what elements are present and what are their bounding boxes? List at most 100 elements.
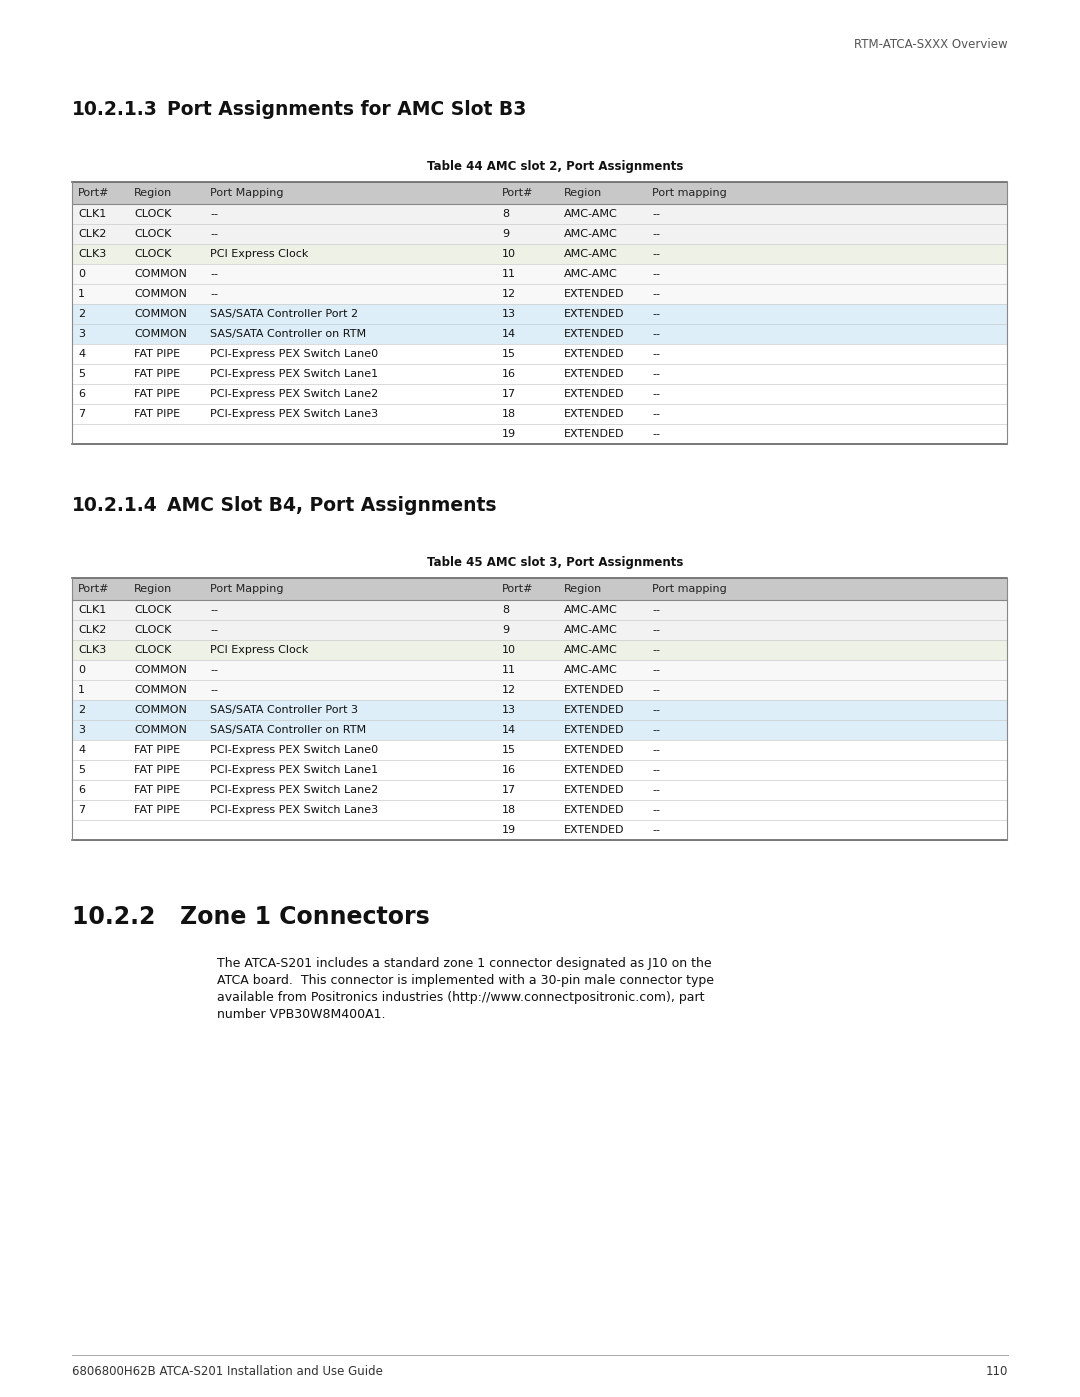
Text: Port#: Port# (78, 189, 109, 198)
Text: available from Positronics industries (http://www.connectpositronic.com), part: available from Positronics industries (h… (217, 990, 704, 1004)
Text: Port mapping: Port mapping (652, 584, 727, 594)
Bar (72, 344, 1007, 365)
Text: Port#: Port# (78, 584, 109, 594)
Text: 11: 11 (502, 270, 516, 279)
Text: EXTENDED: EXTENDED (564, 705, 624, 715)
Bar (72, 324, 1007, 344)
Text: FAT PIPE: FAT PIPE (134, 805, 180, 814)
Bar (72, 384, 1007, 404)
Text: --: -- (652, 826, 660, 835)
Text: 6: 6 (78, 388, 85, 400)
Text: COMMON: COMMON (134, 330, 187, 339)
Text: 19: 19 (502, 826, 516, 835)
Text: 1: 1 (78, 685, 85, 694)
Text: --: -- (210, 229, 218, 239)
Text: 10.2.1.3: 10.2.1.3 (72, 101, 158, 119)
Text: 18: 18 (502, 409, 516, 419)
Text: --: -- (210, 605, 218, 615)
Text: EXTENDED: EXTENDED (564, 429, 624, 439)
Text: --: -- (652, 330, 660, 339)
Text: 6806800H62B ATCA-S201 Installation and Use Guide: 6806800H62B ATCA-S201 Installation and U… (72, 1365, 383, 1377)
Bar (72, 740, 1007, 760)
Text: 4: 4 (78, 745, 85, 754)
Text: SAS/SATA Controller on RTM: SAS/SATA Controller on RTM (210, 725, 366, 735)
Text: FAT PIPE: FAT PIPE (134, 349, 180, 359)
Text: --: -- (210, 210, 218, 219)
Text: --: -- (652, 605, 660, 615)
Text: CLOCK: CLOCK (134, 210, 172, 219)
Text: Port#: Port# (502, 189, 534, 198)
Text: AMC-AMC: AMC-AMC (564, 270, 618, 279)
Text: --: -- (652, 229, 660, 239)
Text: 16: 16 (502, 766, 516, 775)
Text: 13: 13 (502, 705, 516, 715)
Text: EXTENDED: EXTENDED (564, 745, 624, 754)
Bar (72, 264, 1007, 284)
Text: CLK2: CLK2 (78, 624, 106, 636)
Text: COMMON: COMMON (134, 309, 187, 319)
Bar (72, 284, 1007, 305)
Bar (72, 365, 1007, 384)
Text: EXTENDED: EXTENDED (564, 388, 624, 400)
Text: --: -- (652, 705, 660, 715)
Bar (72, 640, 1007, 659)
Text: 10.2.2   Zone 1 Connectors: 10.2.2 Zone 1 Connectors (72, 905, 430, 929)
Text: CLOCK: CLOCK (134, 645, 172, 655)
Text: --: -- (652, 624, 660, 636)
Text: CLK3: CLK3 (78, 645, 106, 655)
Text: --: -- (210, 289, 218, 299)
Bar (72, 820, 1007, 840)
Text: 13: 13 (502, 309, 516, 319)
Text: SAS/SATA Controller Port 3: SAS/SATA Controller Port 3 (210, 705, 357, 715)
Bar (72, 224, 1007, 244)
Text: --: -- (652, 725, 660, 735)
Text: EXTENDED: EXTENDED (564, 349, 624, 359)
Text: 17: 17 (502, 785, 516, 795)
Text: EXTENDED: EXTENDED (564, 826, 624, 835)
Text: AMC-AMC: AMC-AMC (564, 665, 618, 675)
Text: Region: Region (134, 584, 172, 594)
Text: EXTENDED: EXTENDED (564, 725, 624, 735)
Text: EXTENDED: EXTENDED (564, 409, 624, 419)
Text: 0: 0 (78, 270, 85, 279)
Text: EXTENDED: EXTENDED (564, 369, 624, 379)
Text: CLOCK: CLOCK (134, 624, 172, 636)
Text: EXTENDED: EXTENDED (564, 685, 624, 694)
Text: The ATCA-S201 includes a standard zone 1 connector designated as J10 on the: The ATCA-S201 includes a standard zone 1… (217, 957, 712, 970)
Text: CLK1: CLK1 (78, 210, 106, 219)
Text: --: -- (652, 429, 660, 439)
Text: 11: 11 (502, 665, 516, 675)
Bar (72, 578, 1007, 599)
Text: AMC-AMC: AMC-AMC (564, 605, 618, 615)
Text: 3: 3 (78, 725, 85, 735)
Bar (72, 204, 1007, 224)
Text: 17: 17 (502, 388, 516, 400)
Text: Table 44 AMC slot 2, Port Assignments: Table 44 AMC slot 2, Port Assignments (427, 161, 684, 173)
Text: --: -- (210, 270, 218, 279)
Text: PCI-Express PEX Switch Lane1: PCI-Express PEX Switch Lane1 (210, 369, 378, 379)
Text: 7: 7 (78, 805, 85, 814)
Bar (72, 800, 1007, 820)
Text: 16: 16 (502, 369, 516, 379)
Bar (72, 182, 1007, 204)
Text: PCI Express Clock: PCI Express Clock (210, 645, 309, 655)
Text: EXTENDED: EXTENDED (564, 330, 624, 339)
Text: --: -- (210, 685, 218, 694)
Text: number VPB30W8M400A1.: number VPB30W8M400A1. (217, 1009, 386, 1021)
Text: Region: Region (134, 189, 172, 198)
Text: COMMON: COMMON (134, 270, 187, 279)
Text: Port#: Port# (502, 584, 534, 594)
Text: --: -- (652, 388, 660, 400)
Text: --: -- (652, 645, 660, 655)
Bar (72, 659, 1007, 680)
Text: 2: 2 (78, 309, 85, 319)
Text: CLK2: CLK2 (78, 229, 106, 239)
Text: AMC-AMC: AMC-AMC (564, 645, 618, 655)
Text: PCI-Express PEX Switch Lane1: PCI-Express PEX Switch Lane1 (210, 766, 378, 775)
Text: 19: 19 (502, 429, 516, 439)
Text: --: -- (652, 409, 660, 419)
Text: --: -- (652, 369, 660, 379)
Text: 0: 0 (78, 665, 85, 675)
Text: 10.2.1.4: 10.2.1.4 (72, 496, 158, 515)
Text: --: -- (652, 289, 660, 299)
